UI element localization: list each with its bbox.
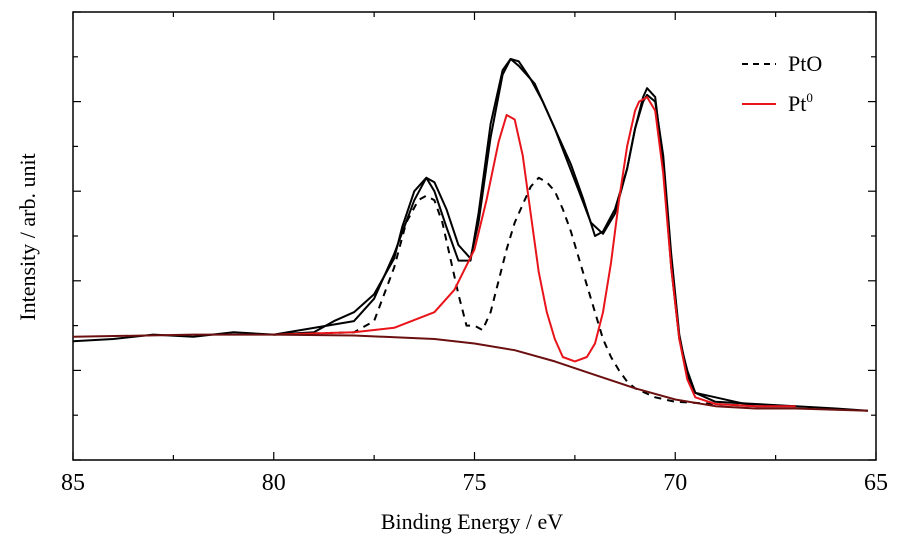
series-line-envelope (273, 58, 796, 408)
x-tick-label: 75 (463, 470, 487, 496)
series-line-pt0 (273, 96, 796, 408)
legend-item-pto: PtO (742, 51, 822, 76)
series-line-raw-spectrum (72, 58, 869, 412)
x-axis-title: Binding Energy / eV (381, 509, 563, 534)
legend-label-pt0-sup: 0 (806, 90, 813, 105)
legend-label-pt0: Pt0 (788, 90, 813, 116)
series-line-pto (273, 176, 756, 408)
x-tick-label: 80 (262, 470, 286, 496)
series-layer (72, 58, 869, 412)
x-tick-label: 85 (61, 470, 85, 496)
series-line-background (72, 333, 869, 412)
plot-area: 85 80 75 70 65 (61, 11, 888, 496)
legend-label-pto: PtO (788, 51, 822, 76)
ticks-layer: 85 80 75 70 65 (61, 11, 888, 496)
x-tick-label: 70 (663, 470, 687, 496)
y-axis-title: Intensity / arb. unit (15, 153, 40, 320)
legend-label-pt0-base: Pt (788, 91, 806, 116)
legend-item-pt0: Pt0 (742, 90, 813, 116)
legend: PtO Pt0 (742, 51, 822, 116)
x-tick-label: 65 (864, 470, 888, 496)
